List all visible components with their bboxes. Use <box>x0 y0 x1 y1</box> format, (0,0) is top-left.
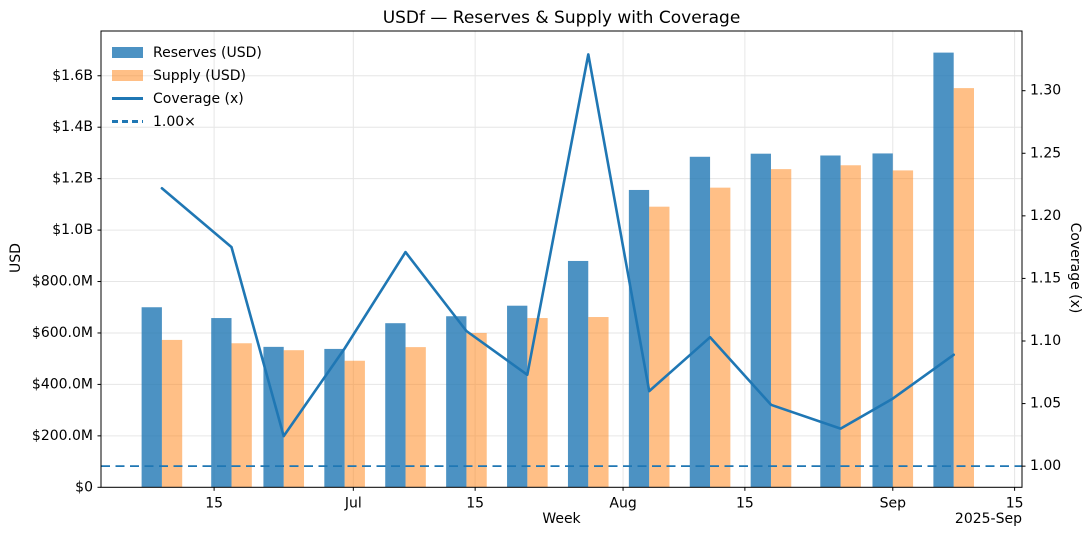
supply-bar <box>710 187 731 488</box>
y-tick-label-left: $400.0M <box>32 376 93 392</box>
reserves-bar <box>872 153 893 488</box>
supply-bar <box>231 343 252 488</box>
y-tick-label-right: 1.10 <box>1030 333 1061 349</box>
legend-item-coverage: Coverage (x) <box>112 87 262 110</box>
y-axis-label-right: Coverage (x) <box>1067 222 1083 314</box>
legend: Reserves (USD) Supply (USD) Coverage (x)… <box>112 41 262 133</box>
x-axis-offset-text: 2025-Sep <box>954 511 1022 527</box>
supply-bar <box>953 88 974 488</box>
supply-bar <box>466 332 487 488</box>
legend-label-reserves: Reserves (USD) <box>153 44 262 61</box>
legend-item-baseline: 1.00× <box>112 110 262 133</box>
coverage-line <box>160 53 956 438</box>
x-tick-label: Aug <box>609 495 636 511</box>
reserves-bar <box>446 316 467 488</box>
y-tick-label-right: 1.05 <box>1030 396 1061 412</box>
y-axis-label-left: USD <box>8 243 24 273</box>
coverage-line-swatch-icon <box>112 97 143 100</box>
legend-label-coverage: Coverage (x) <box>153 90 244 107</box>
reserves-bar <box>689 156 711 488</box>
supply-bar <box>892 170 914 488</box>
reserves-bar <box>141 307 162 488</box>
legend-item-supply: Supply (USD) <box>112 64 262 87</box>
x-tick-label: 15 <box>736 495 754 511</box>
chart-title: USDf — Reserves & Supply with Coverage <box>382 8 741 28</box>
y-tick-label-right: 1.25 <box>1030 145 1061 161</box>
supply-bar <box>405 347 426 488</box>
y-tick-label-left: $200.0M <box>32 428 93 444</box>
y-tick-label-right: 1.30 <box>1030 83 1061 99</box>
reserves-bar <box>324 348 345 488</box>
supply-bar <box>840 165 861 488</box>
y-tick-label-left: $1.0B <box>52 222 93 238</box>
y-tick-label-left: $1.2B <box>52 171 93 187</box>
plot-border <box>100 30 1023 488</box>
y-tick-label-left: $800.0M <box>32 274 93 290</box>
baseline-dash-swatch-icon <box>112 120 143 123</box>
legend-item-reserves: Reserves (USD) <box>112 41 262 64</box>
x-tick-label: Sep <box>880 495 907 511</box>
reserves-bar <box>933 52 954 488</box>
y-tick-label-left: $600.0M <box>32 325 93 341</box>
y-tick-label-right: 1.15 <box>1030 270 1061 286</box>
supply-bar <box>770 169 792 488</box>
supply-bar <box>283 350 305 488</box>
reserves-bar <box>750 153 771 488</box>
reserves-bar <box>507 305 528 488</box>
legend-label-baseline: 1.00× <box>153 113 196 130</box>
supply-bar <box>588 317 609 488</box>
y-tick-label-left: $0 <box>75 479 93 495</box>
reserves-bar <box>820 155 841 488</box>
y-tick-label-left: $1.4B <box>52 119 93 135</box>
reserves-bar <box>567 260 589 488</box>
supply-bar <box>161 339 183 488</box>
reserves-bar <box>385 323 406 488</box>
x-tick-label: 15 <box>1006 495 1024 511</box>
y-tick-label-right: 1.20 <box>1030 208 1061 224</box>
x-axis-label: Week <box>542 511 581 527</box>
supply-bar <box>649 206 670 488</box>
x-tick-label: 15 <box>205 495 223 511</box>
y-tick-label-right: 1.00 <box>1030 458 1061 474</box>
reserves-swatch-icon <box>112 47 143 58</box>
x-tick-label: Jul <box>344 495 362 511</box>
supply-bar <box>344 360 365 488</box>
supply-bar <box>527 318 548 488</box>
x-tick-label: 15 <box>466 495 484 511</box>
supply-swatch-icon <box>112 70 143 81</box>
y-tick-label-left: $1.6B <box>52 68 93 84</box>
reserves-bar <box>211 318 232 488</box>
legend-label-supply: Supply (USD) <box>153 67 246 84</box>
